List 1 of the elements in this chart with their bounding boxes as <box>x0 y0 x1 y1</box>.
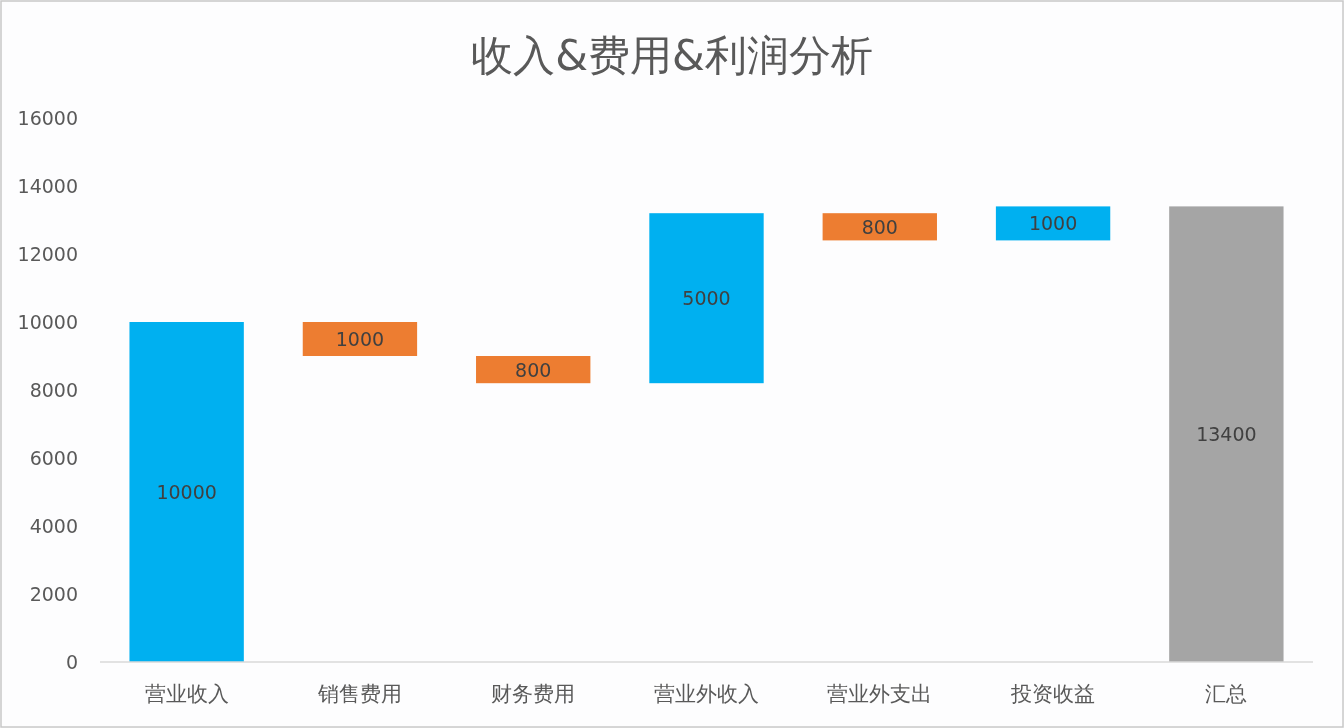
title: 收入&费用&利润分析 <box>471 31 873 80</box>
